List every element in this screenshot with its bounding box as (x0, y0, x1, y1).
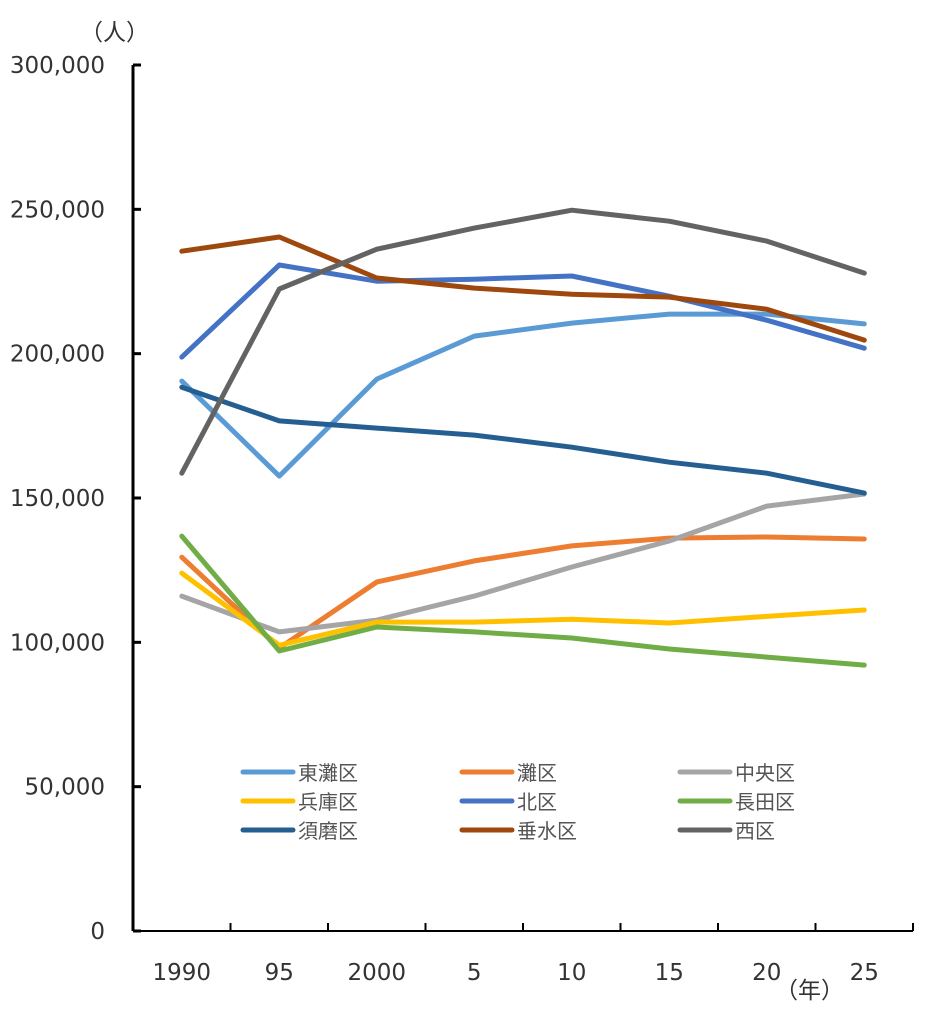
legend-label: 西区 (735, 819, 775, 843)
y-axis-unit-label: （人） (80, 20, 149, 46)
legend-label: 灘区 (517, 761, 557, 785)
legend-label: 東灘区 (298, 761, 358, 785)
axes: 0 50,000 100,000 150,000 200,000 250,000 300,0… (10, 53, 914, 986)
series-line-9 (179, 207, 867, 476)
legend-item: 兵庫区 (240, 790, 358, 814)
legend-label: 垂水区 (517, 819, 577, 843)
x-tick-label: 25 (850, 960, 879, 986)
series-line-6 (179, 533, 867, 668)
y-tick-label: 0 (90, 919, 105, 945)
legend-item: 長田区 (677, 790, 795, 814)
series-lines (179, 207, 867, 668)
x-tick-label: 10 (557, 960, 586, 986)
x-tick-label: 5 (467, 960, 482, 986)
legend-item: 垂水区 (459, 819, 577, 843)
y-tick-label: 100,000 (10, 630, 105, 656)
y-tick-label: 50,000 (25, 775, 105, 801)
legend-label: 長田区 (735, 790, 795, 814)
legend-item: 灘区 (459, 761, 557, 785)
legend-item: 東灘区 (240, 761, 358, 785)
x-tick-label: 1990 (152, 960, 211, 986)
legend-item: 北区 (459, 790, 557, 814)
x-tick-label: 95 (265, 960, 294, 986)
x-tick-label: 15 (655, 960, 684, 986)
y-tick-label: 150,000 (10, 486, 105, 512)
legend-label: 中央区 (735, 761, 795, 785)
x-axis-unit-label: （年） (775, 978, 844, 1004)
legend-item: 須磨区 (240, 819, 358, 843)
legend-label: 北区 (517, 790, 557, 814)
y-tick-label: 200,000 (10, 342, 105, 368)
series-line-7 (179, 384, 867, 496)
y-tick-label: 300,000 (10, 53, 105, 79)
series-line-5 (179, 262, 867, 360)
legend-label: 須磨区 (298, 819, 358, 843)
series-line-2 (179, 534, 867, 651)
series-line-1 (179, 311, 867, 479)
legend-item: 中央区 (677, 761, 795, 785)
y-tick-label: 250,000 (10, 197, 105, 223)
series-line-4 (179, 570, 867, 648)
legend-label: 兵庫区 (298, 790, 358, 814)
series-line-3 (179, 491, 867, 635)
series-line-8 (179, 234, 867, 343)
x-tick-label: 20 (752, 960, 781, 986)
legend-item: 西区 (677, 819, 775, 843)
x-tick-label: 2000 (347, 960, 406, 986)
